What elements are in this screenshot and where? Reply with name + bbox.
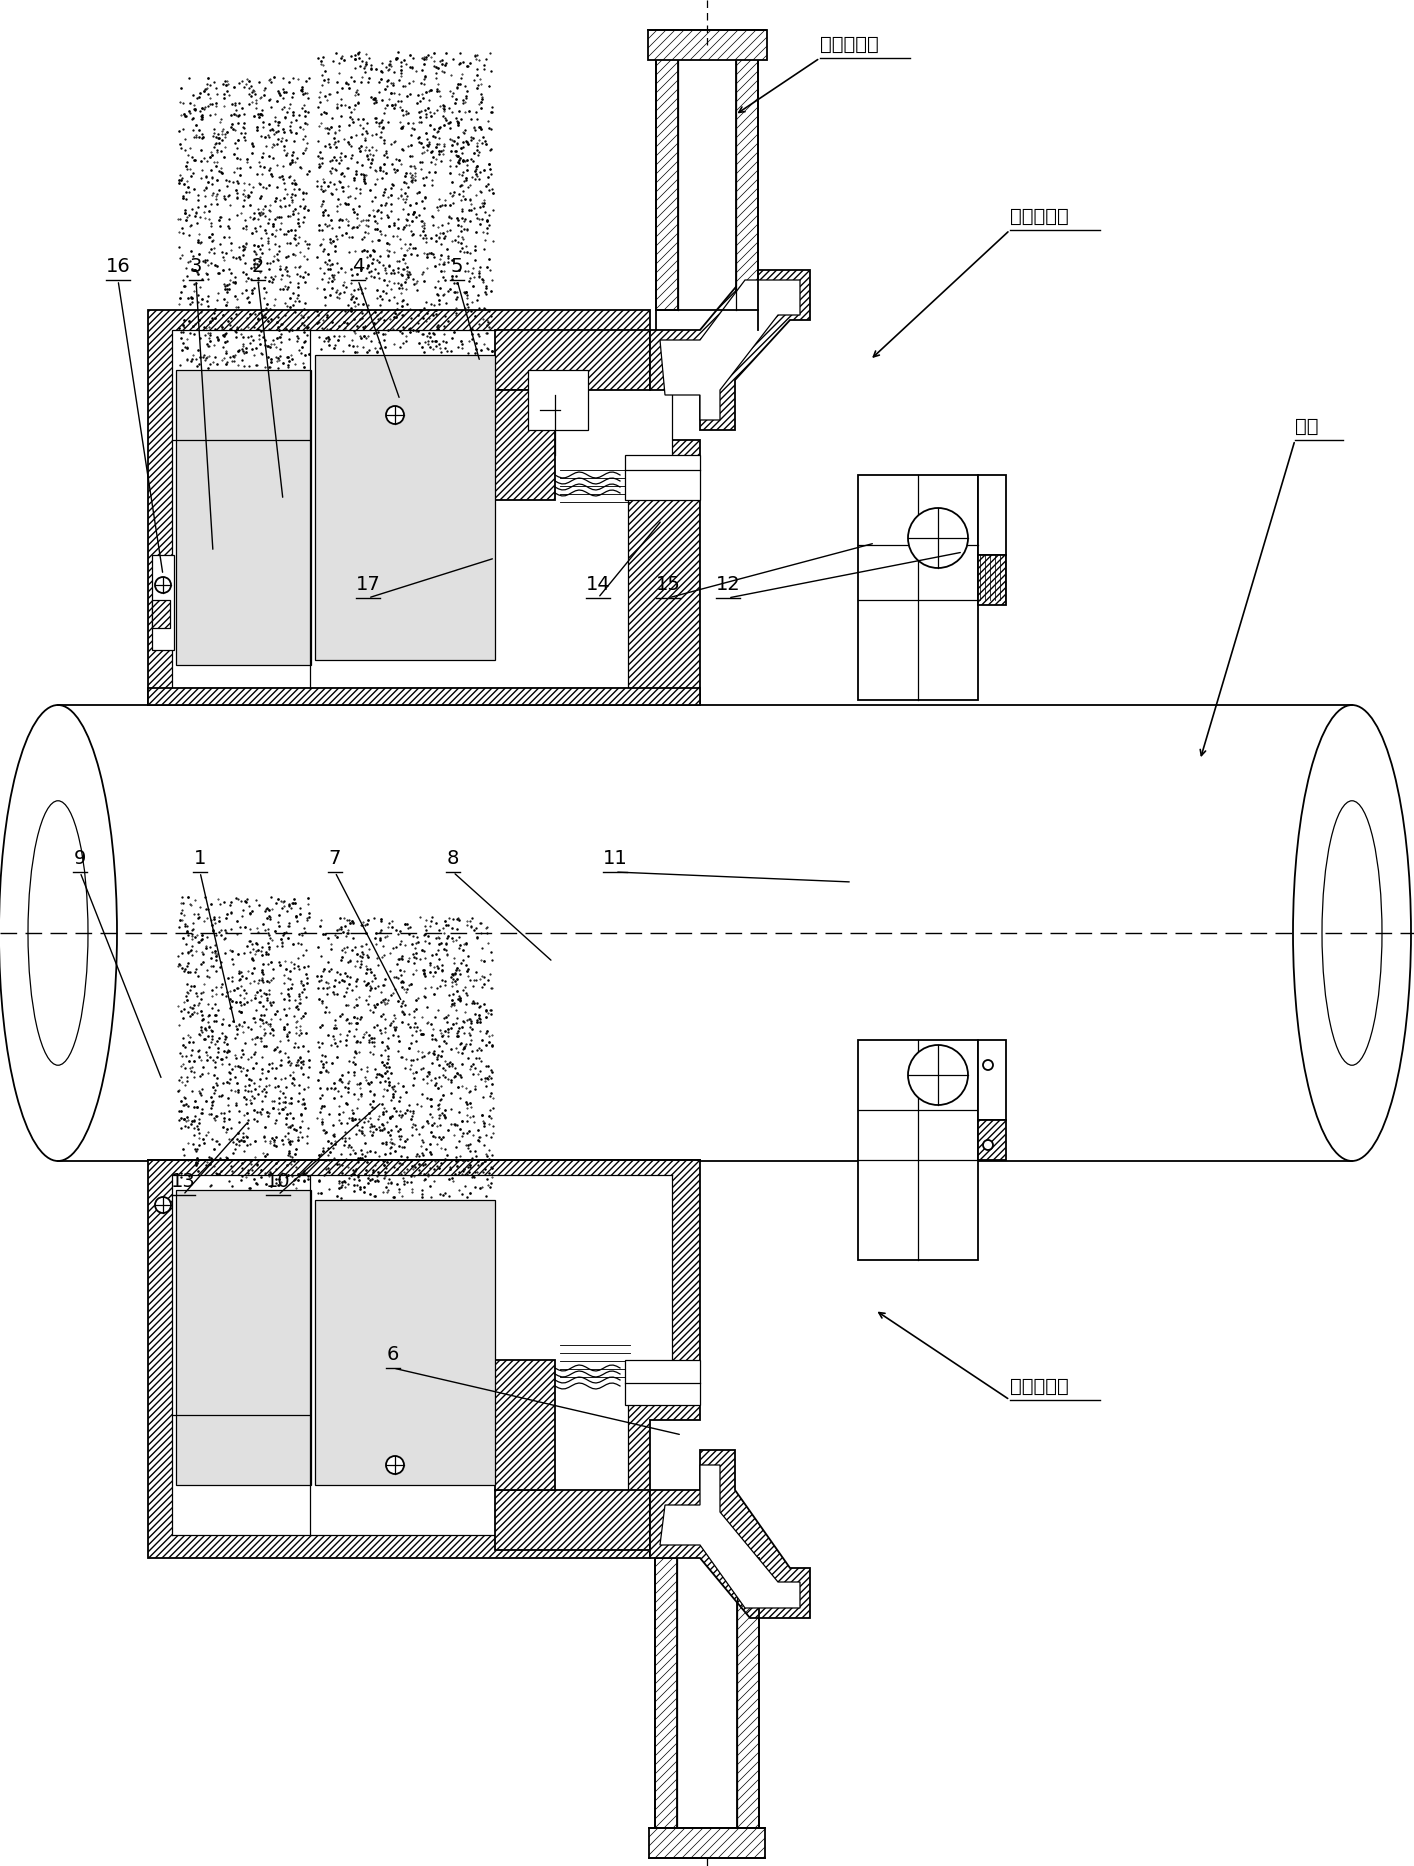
Text: 泵轴: 泵轴 (1295, 416, 1318, 437)
Bar (495, 330, 650, 390)
Circle shape (386, 407, 404, 424)
Text: 11: 11 (602, 849, 628, 868)
Bar (175, 1191, 311, 1485)
Bar (151, 601, 170, 629)
Text: 13: 13 (171, 1172, 195, 1191)
Bar (978, 554, 1005, 605)
Text: 12: 12 (715, 575, 741, 593)
Polygon shape (148, 689, 700, 705)
Text: 10: 10 (266, 1172, 290, 1191)
Text: 14: 14 (585, 575, 611, 593)
Polygon shape (655, 1558, 677, 1829)
Bar (858, 1039, 978, 1260)
Circle shape (386, 1455, 404, 1474)
Text: 7: 7 (329, 849, 341, 868)
Text: 冷却水出口: 冷却水出口 (1010, 207, 1069, 226)
Polygon shape (650, 1450, 810, 1618)
Bar (495, 1489, 650, 1551)
Bar (527, 369, 588, 429)
Bar (978, 1039, 1005, 1120)
Bar (625, 455, 700, 500)
Polygon shape (737, 1558, 759, 1829)
Circle shape (983, 1060, 993, 1069)
Polygon shape (148, 310, 700, 705)
Text: 9: 9 (74, 849, 86, 868)
Bar (858, 476, 978, 700)
Text: 2: 2 (252, 258, 264, 276)
Bar (151, 554, 174, 649)
Circle shape (908, 508, 969, 567)
Text: 15: 15 (656, 575, 680, 593)
Circle shape (983, 1140, 993, 1149)
Bar (978, 1120, 1005, 1161)
Bar (495, 1360, 556, 1489)
Ellipse shape (28, 801, 88, 1065)
Polygon shape (173, 330, 672, 689)
Bar (978, 476, 1005, 554)
Polygon shape (737, 30, 758, 310)
Text: 6: 6 (387, 1345, 399, 1364)
Text: 16: 16 (106, 258, 130, 276)
Bar (175, 369, 311, 664)
Ellipse shape (0, 705, 117, 1161)
Ellipse shape (1292, 705, 1411, 1161)
Circle shape (156, 577, 171, 593)
Text: 3: 3 (189, 258, 202, 276)
Circle shape (156, 1196, 171, 1213)
Bar (315, 355, 495, 661)
Polygon shape (650, 271, 810, 429)
Text: 8: 8 (447, 849, 460, 868)
Text: 冷却水进口: 冷却水进口 (1010, 1377, 1069, 1396)
Ellipse shape (1322, 801, 1381, 1065)
Polygon shape (649, 1829, 765, 1859)
Polygon shape (148, 1161, 700, 1558)
Polygon shape (173, 1176, 672, 1536)
Circle shape (908, 1045, 969, 1105)
Polygon shape (660, 280, 800, 420)
Text: 1: 1 (194, 849, 206, 868)
Bar (58, 705, 1352, 1161)
Bar (495, 390, 556, 500)
Text: 4: 4 (352, 258, 365, 276)
Polygon shape (648, 30, 766, 60)
Bar (625, 1360, 700, 1405)
Text: 17: 17 (356, 575, 380, 593)
Text: 连接螺栓孔: 连接螺栓孔 (820, 35, 878, 54)
Polygon shape (656, 30, 677, 310)
Text: 5: 5 (451, 258, 464, 276)
Bar (315, 1200, 495, 1485)
Polygon shape (660, 1465, 800, 1608)
